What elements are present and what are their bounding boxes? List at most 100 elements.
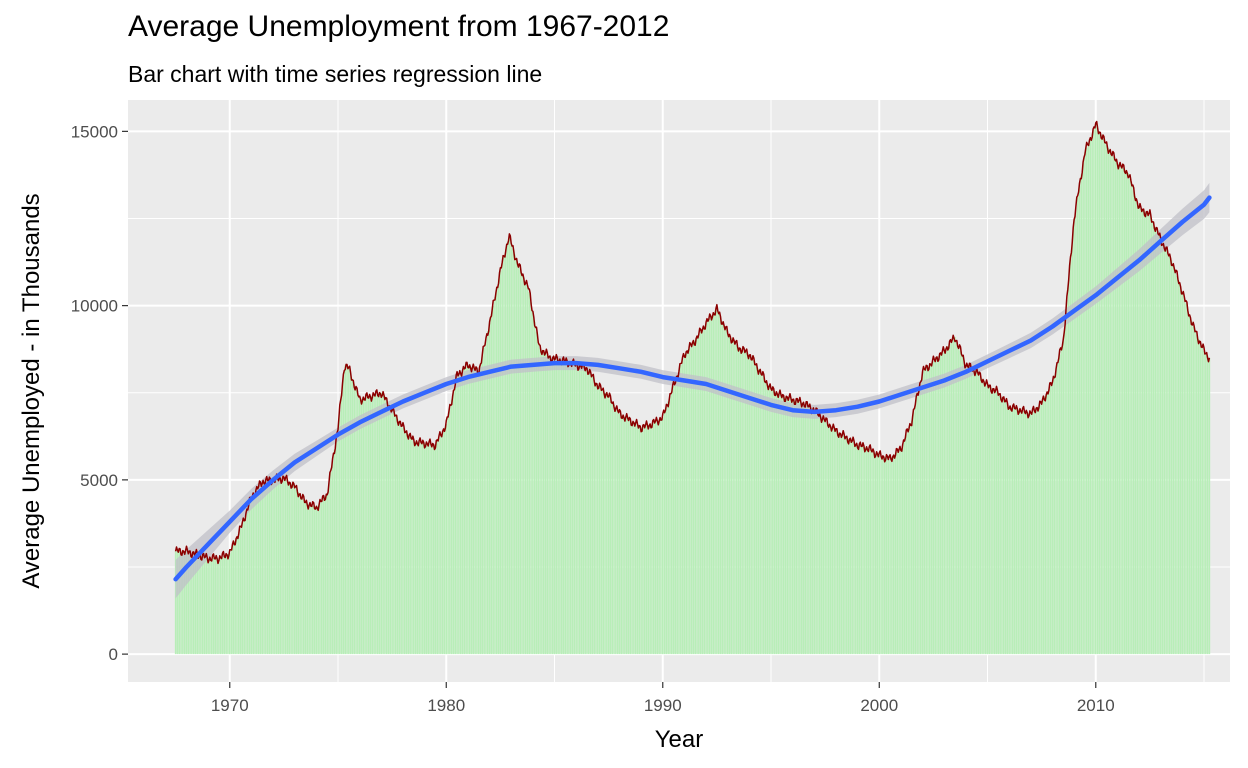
bar xyxy=(833,429,835,655)
bar xyxy=(371,395,374,655)
bar xyxy=(957,346,960,655)
bar xyxy=(979,376,982,655)
series-lines xyxy=(173,120,1212,582)
bar xyxy=(878,455,881,655)
bar xyxy=(939,354,942,655)
bar xyxy=(898,450,900,655)
bar xyxy=(1102,138,1104,655)
bar xyxy=(461,370,464,655)
bar xyxy=(1075,207,1077,655)
bar xyxy=(566,361,568,655)
bar xyxy=(900,448,902,655)
bar xyxy=(835,431,837,655)
bar xyxy=(647,425,650,655)
bar xyxy=(449,407,451,655)
bar xyxy=(739,348,742,655)
bar xyxy=(414,441,417,655)
bar xyxy=(248,502,251,655)
bar xyxy=(463,368,466,655)
bar xyxy=(606,394,608,655)
bar xyxy=(625,418,628,655)
bar xyxy=(846,438,848,655)
bar xyxy=(479,363,482,655)
bar xyxy=(847,439,850,655)
bar xyxy=(1087,142,1090,655)
y-tick-label: 0 xyxy=(109,645,118,664)
bar xyxy=(328,482,330,655)
bar xyxy=(943,350,945,655)
bar xyxy=(874,453,877,655)
bar xyxy=(445,424,448,655)
bar xyxy=(1049,385,1052,655)
bar xyxy=(656,420,659,655)
bar xyxy=(375,394,377,655)
bar xyxy=(420,442,422,655)
bar xyxy=(261,481,263,655)
bar xyxy=(499,270,502,655)
bar xyxy=(595,382,597,655)
bar xyxy=(941,352,944,655)
bar xyxy=(611,402,614,655)
bar xyxy=(947,346,949,655)
bar xyxy=(616,410,619,655)
bar xyxy=(1019,410,1021,655)
bar xyxy=(680,364,682,655)
regression-line xyxy=(173,195,1212,582)
bar xyxy=(1134,196,1137,655)
bar xyxy=(391,410,393,655)
bar xyxy=(797,401,799,655)
bar xyxy=(214,558,217,655)
bar xyxy=(963,360,965,655)
bar xyxy=(1159,239,1162,655)
bar xyxy=(824,420,826,655)
bar xyxy=(965,364,967,655)
bar xyxy=(997,392,1000,655)
bar xyxy=(1073,218,1075,655)
bar xyxy=(324,496,327,655)
bar xyxy=(501,263,503,655)
bar xyxy=(1080,174,1083,655)
bar xyxy=(806,405,808,655)
bar xyxy=(864,447,866,655)
bar xyxy=(468,366,471,655)
bar xyxy=(483,347,485,655)
bar xyxy=(228,553,231,655)
bar xyxy=(450,399,453,655)
bar xyxy=(335,438,337,655)
bar xyxy=(820,417,823,655)
bar xyxy=(176,551,179,655)
bar xyxy=(485,339,487,655)
bar xyxy=(292,485,294,655)
x-tick-label: 2000 xyxy=(860,696,898,715)
bar xyxy=(777,393,779,655)
bar xyxy=(180,551,182,655)
bar xyxy=(730,338,733,655)
bar xyxy=(1149,215,1151,655)
bar xyxy=(340,392,343,655)
bar xyxy=(506,241,509,655)
bar xyxy=(496,288,498,655)
bar xyxy=(945,348,947,655)
bar xyxy=(481,355,484,655)
bar xyxy=(685,352,687,655)
bar xyxy=(1183,297,1185,655)
bar xyxy=(732,340,734,655)
bar xyxy=(607,396,610,655)
bar xyxy=(198,555,200,655)
bar xyxy=(1062,340,1065,655)
bar xyxy=(918,388,920,655)
bar xyxy=(1188,314,1191,655)
bar xyxy=(344,365,346,655)
bar xyxy=(1190,320,1193,655)
bar xyxy=(358,399,361,655)
bar xyxy=(698,334,700,655)
bar xyxy=(1017,409,1019,655)
bar xyxy=(1039,404,1041,655)
bar xyxy=(1015,409,1018,655)
bar xyxy=(301,497,303,655)
bar xyxy=(862,446,864,655)
bar xyxy=(1122,167,1124,655)
bar xyxy=(1069,259,1072,655)
bar xyxy=(712,313,715,655)
bar xyxy=(299,494,301,655)
